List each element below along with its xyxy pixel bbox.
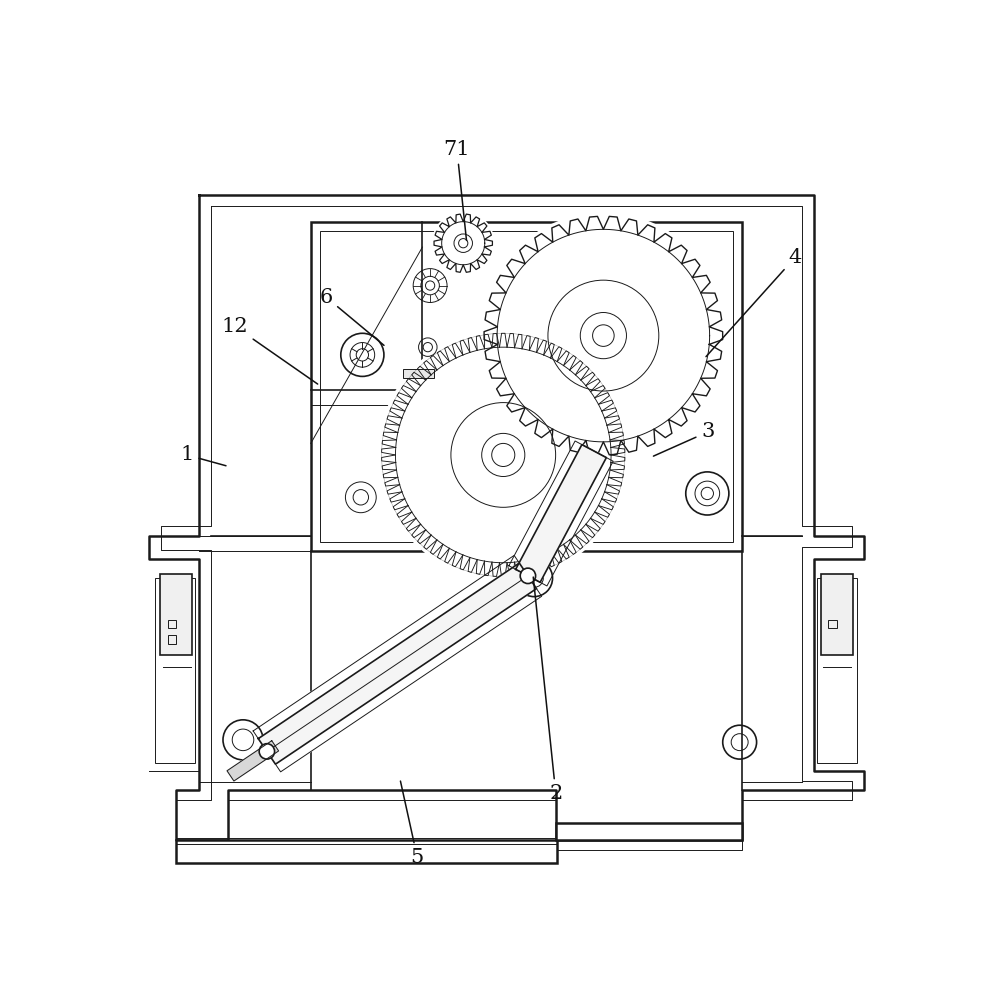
Circle shape — [480, 212, 726, 459]
Text: 12: 12 — [221, 317, 318, 384]
Bar — [320, 231, 733, 542]
Polygon shape — [516, 445, 607, 582]
Bar — [817, 578, 858, 763]
Bar — [168, 635, 176, 644]
Bar — [155, 578, 196, 763]
Bar — [820, 574, 853, 655]
Polygon shape — [149, 195, 864, 840]
Text: 3: 3 — [653, 422, 714, 456]
Text: 1: 1 — [180, 445, 226, 466]
Bar — [160, 574, 193, 655]
Circle shape — [432, 212, 495, 275]
Bar — [311, 222, 742, 551]
Text: 71: 71 — [444, 140, 470, 240]
Text: 5: 5 — [400, 781, 424, 867]
Bar — [403, 369, 434, 378]
Bar — [176, 838, 557, 844]
Text: 4: 4 — [706, 248, 802, 357]
Polygon shape — [258, 563, 536, 764]
Polygon shape — [253, 555, 541, 772]
Text: 2: 2 — [534, 577, 562, 803]
Circle shape — [521, 568, 535, 584]
Circle shape — [377, 329, 628, 580]
Polygon shape — [227, 741, 279, 781]
Bar — [555, 823, 742, 840]
Bar — [176, 840, 557, 863]
Bar — [168, 620, 176, 628]
Bar — [828, 620, 837, 628]
Circle shape — [259, 744, 275, 759]
Text: 6: 6 — [319, 288, 384, 345]
